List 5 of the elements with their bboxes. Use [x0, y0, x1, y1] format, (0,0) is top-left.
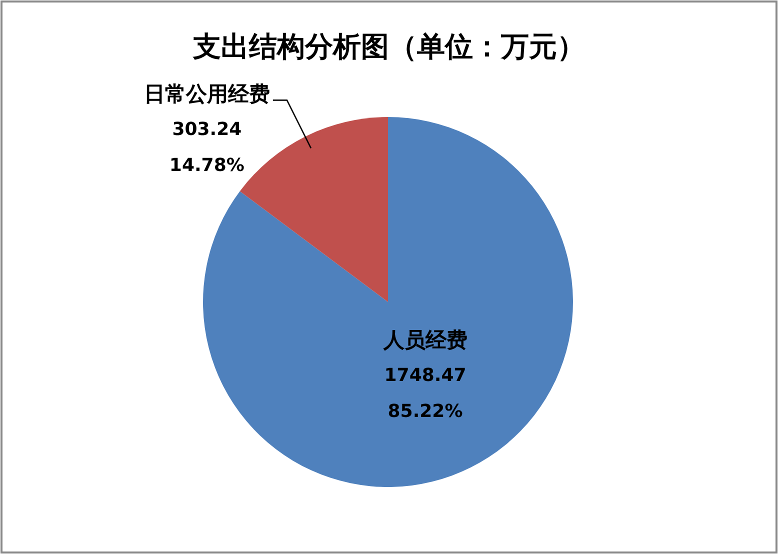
slice-label: 人员经费: [383, 327, 468, 354]
data-label: 303.24 14.78%: [168, 118, 246, 178]
slice-label: 日常公用经费: [144, 81, 270, 108]
chart-title: 支出结构分析图（单位：万元）: [192, 29, 586, 65]
data-label: 1748.47 85.22%: [383, 364, 468, 424]
